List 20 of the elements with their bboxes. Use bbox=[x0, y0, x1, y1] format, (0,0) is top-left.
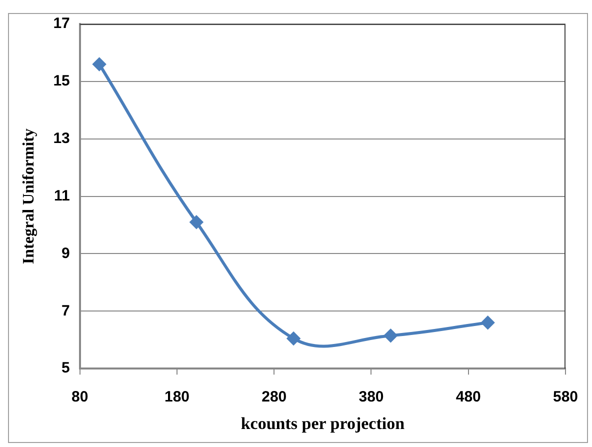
x-tick-label: 80 bbox=[72, 388, 88, 406]
point bbox=[287, 332, 300, 345]
point bbox=[481, 316, 494, 330]
x-tick-label: 180 bbox=[164, 388, 190, 406]
y-tick-label: 5 bbox=[62, 360, 70, 377]
x-axis-title: kcounts per projection bbox=[240, 414, 406, 434]
x-tick-label: 580 bbox=[552, 388, 578, 406]
point bbox=[384, 329, 398, 342]
y-tick-label: 13 bbox=[53, 130, 70, 148]
y-tick-label: 15 bbox=[53, 72, 70, 90]
point bbox=[92, 58, 106, 71]
point bbox=[190, 216, 203, 229]
y-axis-title: Integral Uniformity bbox=[20, 128, 38, 264]
x-tick-label: 280 bbox=[262, 388, 287, 406]
x-tick-label: 380 bbox=[358, 388, 384, 406]
x-tick-label: 480 bbox=[456, 388, 481, 406]
y-tick-label: 9 bbox=[62, 244, 70, 262]
y-tick-label: 11 bbox=[54, 187, 70, 204]
y-tick-label: 7 bbox=[62, 302, 70, 320]
y-tick-label: 17 bbox=[53, 15, 70, 32]
